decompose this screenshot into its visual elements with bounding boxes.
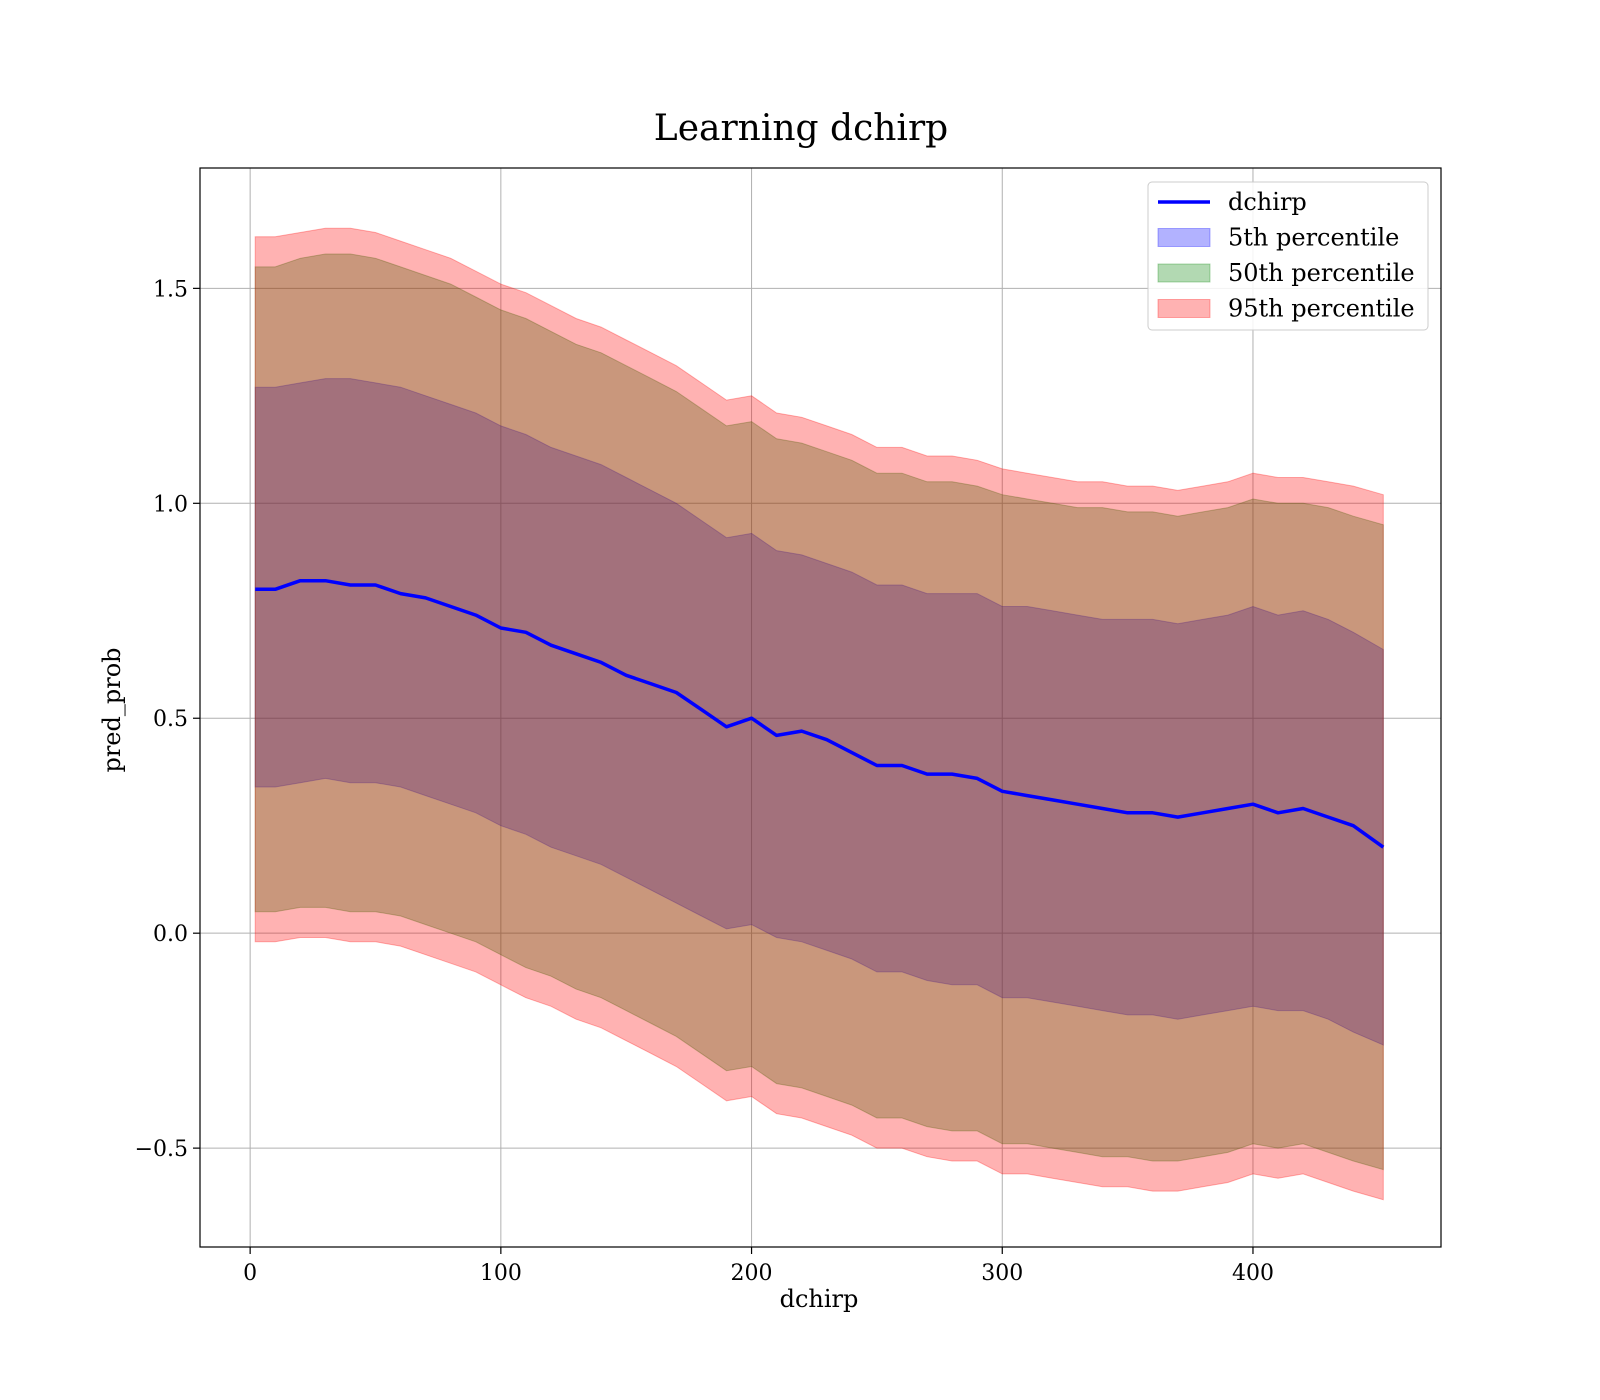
x-tick-label: 0: [243, 1261, 257, 1286]
legend-label: 50th percentile: [1228, 259, 1415, 287]
band-layer: [254, 227, 1384, 1201]
series-line-0: [255, 578, 1385, 849]
x-axis-label: dchirp: [780, 1285, 859, 1313]
x-tick-label: 400: [1232, 1261, 1274, 1286]
legend-swatch-3: [1157, 299, 1211, 318]
x-tick-label: 300: [981, 1261, 1023, 1286]
band-1: [254, 378, 1384, 1046]
x-tick-label: 200: [731, 1261, 773, 1286]
legend-label: 5th percentile: [1228, 224, 1399, 252]
chart-title: Learning dchirp: [654, 108, 948, 149]
legend-box: [1147, 181, 1429, 331]
band-2: [254, 253, 1384, 1171]
y-tick-label: −0.5: [135, 1137, 188, 1162]
legend-label: 95th percentile: [1228, 295, 1415, 323]
y-tick-label: 1.0: [153, 492, 188, 517]
y-tick-label: 0.0: [153, 922, 188, 947]
x-tick-label: 100: [480, 1261, 522, 1286]
band-3: [254, 227, 1384, 1201]
legend-label: dchirp: [1228, 188, 1307, 216]
y-tick-label: 0.5: [153, 707, 188, 732]
line-layer: [255, 578, 1385, 849]
legend: dchirp 5th percentile 50th percentile 95th …: [1147, 181, 1429, 331]
plot-frame: [199, 167, 1442, 1248]
legend-swatch-1: [1157, 228, 1211, 247]
y-axis-label: pred_prob: [98, 647, 126, 772]
tick-layer: 0 100 200 300 400 −0.5 0.0 0.5 1.0 1.5: [135, 277, 1274, 1286]
y-tick-label: 1.5: [153, 277, 188, 302]
legend-swatch-2: [1157, 263, 1211, 283]
